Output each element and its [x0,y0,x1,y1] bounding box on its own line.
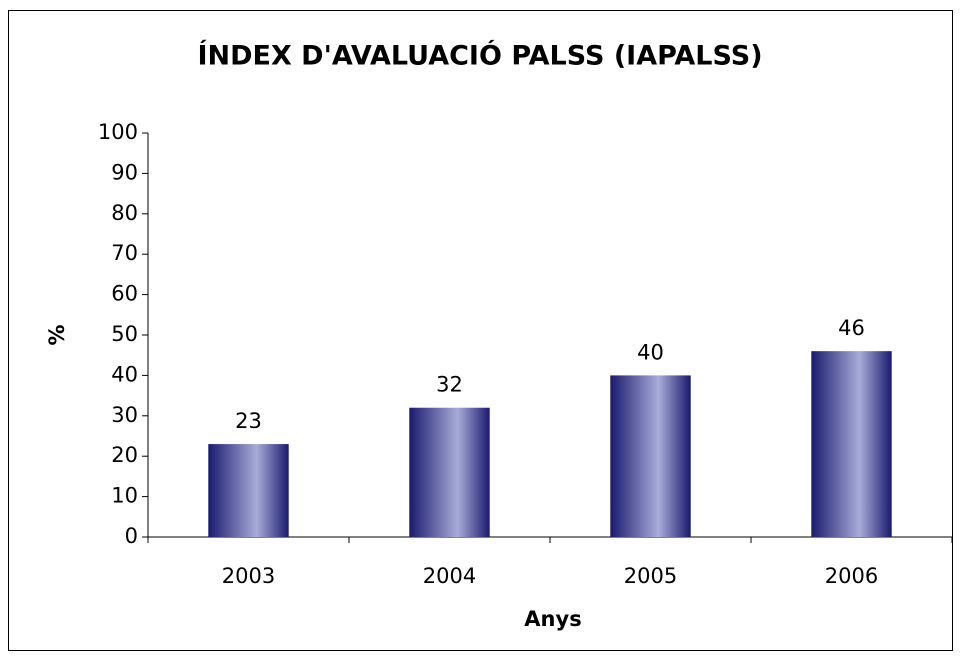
chart-frame [8,10,953,651]
data-label: 32 [436,373,463,397]
y-tick-label: 80 [111,201,138,225]
y-tick-label: 40 [111,362,138,386]
y-tick-label: 20 [111,443,138,467]
bar [208,444,289,537]
y-tick-label: 30 [111,403,138,427]
x-tick-label: 2003 [222,564,275,588]
y-tick-label: 90 [111,160,138,184]
y-tick-label: 70 [111,241,138,265]
data-label: 40 [637,340,664,364]
y-axis-label: % [45,324,69,345]
bar [811,351,892,537]
y-tick-label: 10 [111,484,138,508]
y-tick-label: 60 [111,282,138,306]
bar [409,407,490,537]
y-tick-label: 100 [98,120,138,144]
x-axis-label: Anys [524,607,581,631]
data-label: 23 [235,409,262,433]
chart-title: ÍNDEX D'AVALUACIÓ PALSS (IAPALSS) [197,40,762,72]
x-tick-label: 2004 [423,564,476,588]
y-tick-label: 50 [111,322,138,346]
y-tick-label: 0 [125,524,138,548]
x-tick-label: 2005 [624,564,677,588]
bar [610,375,691,537]
data-label: 46 [838,316,865,340]
x-tick-label: 2006 [825,564,878,588]
